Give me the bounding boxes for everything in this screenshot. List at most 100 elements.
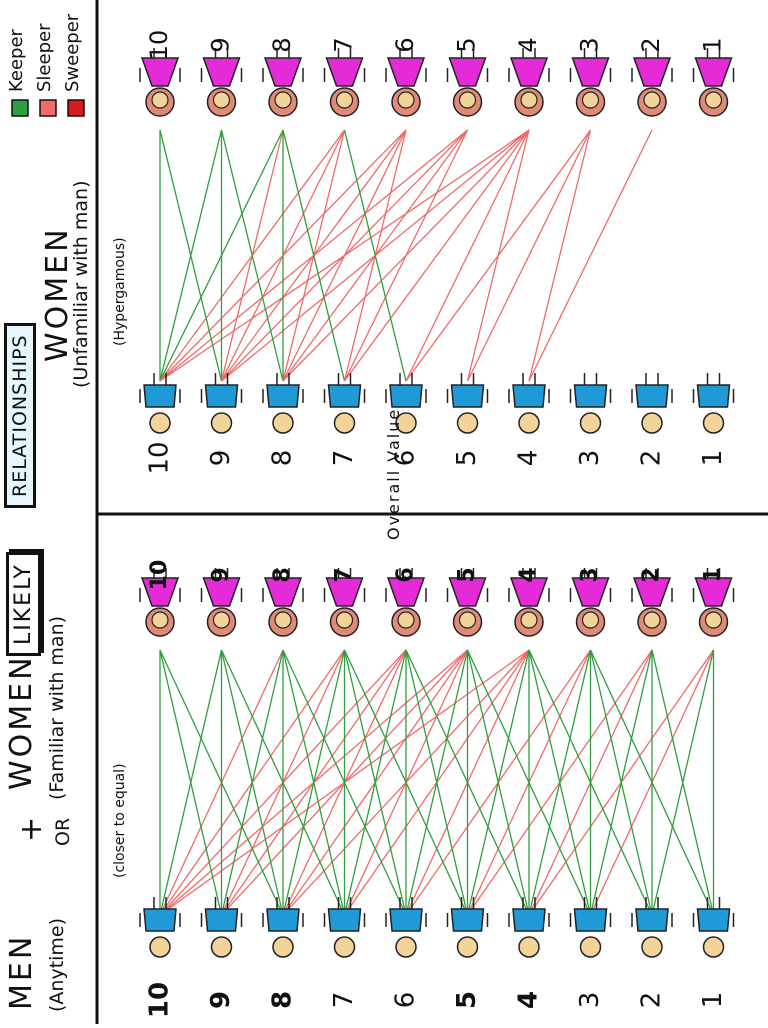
man-head bbox=[272, 412, 294, 434]
man-figure-right-10 bbox=[139, 373, 181, 434]
legend-sleeper-label: Sleeper bbox=[34, 24, 55, 92]
woman-dress bbox=[694, 57, 733, 87]
woman-head bbox=[397, 91, 415, 109]
man-figure-right-4 bbox=[508, 373, 550, 434]
woman-dress bbox=[263, 577, 303, 607]
woman-dress bbox=[325, 577, 364, 607]
rank-number-left-women-10: 10 bbox=[147, 560, 172, 591]
rank-number-left-women-4: 4 bbox=[516, 567, 541, 582]
link-right-8-6 bbox=[282, 129, 407, 382]
link-left-6-8 bbox=[282, 649, 407, 916]
rank-number-right-men-1: 1 bbox=[698, 450, 728, 467]
rank-number-left-women-1: 1 bbox=[701, 567, 726, 582]
woman-dress bbox=[202, 577, 241, 607]
hypergamous-note-text: (Hypergamous) bbox=[112, 237, 128, 346]
relationships-box: RELATIONSHIPS bbox=[4, 323, 36, 508]
woman-figure-left-6 bbox=[385, 568, 427, 637]
legend-sweeper-text: Sweeper bbox=[62, 13, 83, 92]
woman-head bbox=[643, 91, 661, 109]
woman-figure-left-2 bbox=[631, 568, 673, 637]
man-shirt bbox=[266, 908, 300, 932]
woman-figure-right-7 bbox=[323, 48, 366, 117]
woman-head bbox=[335, 611, 354, 629]
rank-number-left-men-10: 10 bbox=[145, 982, 175, 1018]
man-shirt bbox=[635, 384, 669, 408]
rank-number-left-women-5: 5 bbox=[455, 567, 480, 582]
rank-number-right-women-7: 7 bbox=[330, 37, 358, 52]
man-head bbox=[333, 412, 356, 434]
man-shirt bbox=[389, 908, 423, 932]
man-shirt bbox=[204, 908, 239, 932]
plus-text: + bbox=[14, 813, 49, 842]
man-figure-right-8 bbox=[262, 373, 304, 434]
rank-numbers-group: 10 10 10 10 9 9 9 9 8 8 8 8 7 7 7 7 6 6 6 6 5 5 5 5 4 4 4 4 3 3 3 3 2 2 2 2… bbox=[145, 30, 729, 1018]
rank-number-left-men-2: 2 bbox=[637, 992, 667, 1009]
links-right-group bbox=[159, 129, 653, 382]
man-figure-left-10 bbox=[139, 897, 181, 958]
man-figure-right-1 bbox=[692, 373, 735, 434]
rank-number-right-men-10: 10 bbox=[145, 441, 175, 474]
hypergamous-note: (Hypergamous) bbox=[112, 237, 128, 346]
rank-number-right-women-10: 10 bbox=[145, 30, 173, 61]
links-left-group bbox=[159, 649, 715, 916]
man-head bbox=[149, 936, 171, 958]
man-shirt bbox=[266, 384, 300, 408]
rank-number-right-women-2: 2 bbox=[637, 37, 665, 52]
link-right-5-3 bbox=[466, 129, 592, 382]
link-right-6-7 bbox=[343, 129, 407, 382]
man-shirt bbox=[143, 384, 177, 408]
woman-head bbox=[274, 611, 292, 629]
woman-head bbox=[458, 611, 477, 629]
rank-number-right-women-8: 8 bbox=[268, 37, 296, 52]
relationships-text: RELATIONSHIPS bbox=[9, 334, 31, 497]
man-shirt bbox=[143, 908, 177, 932]
rank-number-left-men-4: 4 bbox=[514, 991, 544, 1009]
rank-number-left-men-1: 1 bbox=[698, 992, 728, 1009]
woman-dress bbox=[571, 57, 610, 87]
man-figure-right-9 bbox=[200, 373, 243, 434]
woman-head bbox=[458, 91, 477, 109]
rank-number-left-women-9: 9 bbox=[209, 567, 234, 582]
man-shirt bbox=[512, 908, 546, 932]
woman-figure-right-1 bbox=[692, 48, 735, 117]
woman-dress bbox=[509, 57, 549, 87]
woman-head bbox=[704, 91, 723, 109]
woman-dress bbox=[140, 577, 180, 607]
legend-sweeper-label: Sweeper bbox=[62, 14, 83, 92]
woman-dress bbox=[632, 57, 672, 87]
woman-head bbox=[397, 611, 415, 629]
woman-dress bbox=[448, 57, 487, 87]
men-sub-text: (Anytime) bbox=[46, 917, 68, 1012]
woman-head bbox=[704, 611, 723, 629]
legend bbox=[11, 99, 85, 117]
man-head bbox=[333, 936, 356, 958]
woman-head bbox=[212, 91, 231, 109]
man-figure-left-4 bbox=[508, 897, 550, 958]
man-shirt bbox=[327, 908, 362, 932]
man-shirt bbox=[327, 384, 362, 408]
woman-head bbox=[335, 91, 354, 109]
link-right-6-4 bbox=[405, 129, 530, 382]
woman-figure-left-4 bbox=[508, 568, 550, 637]
man-figure-left-9 bbox=[200, 897, 243, 958]
women-left-sub-text: (Familiar with man) bbox=[46, 615, 68, 800]
link-right-5-4 bbox=[466, 129, 530, 382]
link-right-7-4 bbox=[343, 129, 530, 382]
man-figure-left-7 bbox=[323, 897, 366, 958]
rank-number-left-women-8: 8 bbox=[270, 567, 295, 582]
men-label-text: MEN bbox=[4, 933, 39, 1010]
link-left-8-9 bbox=[220, 649, 284, 916]
man-figure-right-6 bbox=[385, 373, 427, 434]
man-shirt bbox=[635, 908, 669, 932]
woman-dress bbox=[448, 577, 487, 607]
woman-figure-right-6 bbox=[385, 48, 427, 117]
rank-number-right-women-1: 1 bbox=[699, 37, 727, 52]
man-head bbox=[518, 936, 540, 958]
man-figure-right-5 bbox=[446, 373, 489, 434]
man-shirt bbox=[389, 384, 423, 408]
man-shirt bbox=[512, 384, 546, 408]
rank-number-right-women-4: 4 bbox=[514, 37, 542, 52]
rank-number-right-women-6: 6 bbox=[391, 37, 419, 52]
